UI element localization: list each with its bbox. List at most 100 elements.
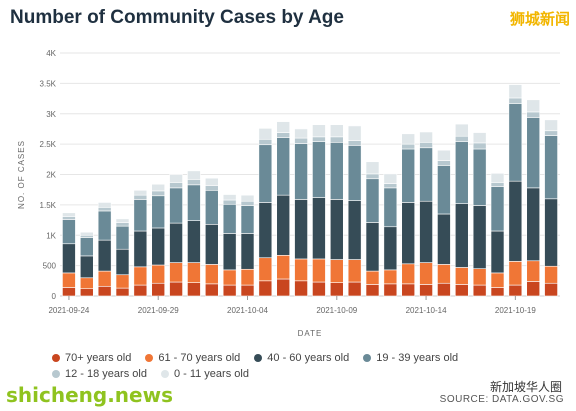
bar-segment — [62, 287, 76, 297]
bar-segment — [240, 268, 255, 286]
bar-segment — [347, 281, 362, 297]
bar-segment — [329, 259, 344, 283]
bar-segment — [401, 133, 416, 145]
bar-segment — [151, 190, 166, 197]
bar-segment — [508, 84, 523, 99]
bar-segment — [472, 132, 487, 144]
bar-segment — [383, 269, 398, 285]
bar-segment — [329, 136, 344, 143]
bar-segment — [526, 187, 541, 262]
bar-segment — [115, 248, 130, 276]
bar-segment — [544, 265, 558, 284]
bar-segment — [258, 202, 273, 259]
bar-segment — [383, 183, 398, 189]
bar-segment — [490, 182, 505, 187]
bar-segment — [204, 185, 219, 191]
bar-segment — [294, 258, 308, 282]
bar-segment — [79, 255, 94, 279]
legend-item: 61 - 70 years old — [145, 352, 240, 364]
x-tick-label: 2021-10-09 — [316, 306, 357, 315]
bar-segment — [365, 270, 380, 285]
bar-segment — [401, 202, 416, 265]
bar-segment — [133, 189, 148, 196]
bar-segment — [544, 135, 558, 200]
watermark-left: shicheng.news — [6, 383, 173, 407]
bar-segment — [276, 132, 291, 138]
bar-segment — [133, 230, 148, 268]
bar-segment — [419, 147, 433, 202]
bar-segment — [169, 174, 183, 183]
bar-segment — [490, 172, 505, 183]
chart-title: Number of Community Cases by Age — [10, 7, 344, 28]
bar-segment — [419, 284, 433, 297]
x-tick-label: 2021-10-19 — [495, 306, 536, 315]
bar-segment — [187, 179, 201, 186]
bar-segment — [508, 180, 523, 262]
bar-segment — [222, 233, 237, 271]
bar-segment — [133, 194, 148, 200]
legend-swatch — [363, 354, 372, 362]
bar-segment — [508, 103, 523, 182]
bar-segment — [454, 267, 469, 285]
bar-segment — [544, 119, 558, 132]
bar-segment — [508, 261, 523, 286]
bar-segment — [258, 144, 273, 203]
y-tick-label: 500 — [43, 262, 57, 271]
bar-segment — [204, 224, 219, 265]
bar-segment — [97, 207, 112, 212]
bar-segment — [294, 199, 308, 260]
bar-segment — [472, 148, 487, 206]
bar-segment — [79, 234, 94, 238]
bar-segment — [526, 117, 541, 189]
legend-swatch — [254, 354, 263, 362]
bar-segment — [222, 269, 237, 286]
bar-segment — [204, 264, 219, 285]
bar-segment — [115, 274, 130, 289]
bar-segment — [115, 287, 130, 297]
bar-segment — [347, 200, 362, 260]
bar-segment — [383, 226, 398, 271]
bar-segment — [383, 173, 398, 184]
y-tick-label: 2.5K — [40, 140, 57, 149]
bar-segment — [97, 270, 112, 287]
bar-segment — [187, 184, 201, 221]
bar-segment — [437, 165, 451, 215]
bar-segment — [276, 254, 291, 280]
bar-segment — [169, 182, 183, 189]
bar-segment — [365, 173, 380, 180]
bar-segment — [151, 227, 166, 266]
bar-segment — [401, 283, 416, 297]
bar-segment — [276, 278, 291, 297]
legend-item: 12 - 18 years old — [52, 368, 147, 380]
bar-segment — [454, 141, 469, 204]
bar-segment — [240, 205, 255, 234]
watermark-right: 新加坡华人圈 — [489, 380, 562, 394]
legend-swatch — [52, 370, 60, 378]
badge-logo: 狮城新闻 — [509, 10, 570, 28]
bar-segment — [151, 195, 166, 229]
x-axis-title: DATE — [298, 329, 323, 338]
bar-segment — [312, 281, 326, 297]
bar-segment — [437, 264, 451, 284]
bar-segment — [347, 140, 362, 146]
bar-segment — [401, 143, 416, 150]
bar-segment — [222, 194, 237, 201]
bar-segment — [419, 142, 433, 149]
bar-segment — [526, 99, 541, 113]
y-tick-label: 1.5K — [40, 201, 57, 210]
bar-segment — [133, 199, 148, 232]
legend-item: 19 - 39 years old — [363, 352, 458, 364]
bar-segment — [490, 186, 505, 232]
bar-segment — [526, 260, 541, 282]
bar-segment — [401, 148, 416, 203]
bar-segment — [329, 124, 344, 138]
bar-segment — [472, 268, 487, 286]
bar-segment — [544, 282, 558, 297]
bar-segment — [97, 210, 112, 241]
legend-label: 12 - 18 years old — [65, 368, 147, 380]
x-tick-label: 2021-10-04 — [227, 306, 268, 315]
bar-segment — [151, 264, 166, 284]
bar-segment — [526, 281, 541, 297]
bar-segment — [454, 284, 469, 297]
bar-segment — [240, 200, 255, 206]
